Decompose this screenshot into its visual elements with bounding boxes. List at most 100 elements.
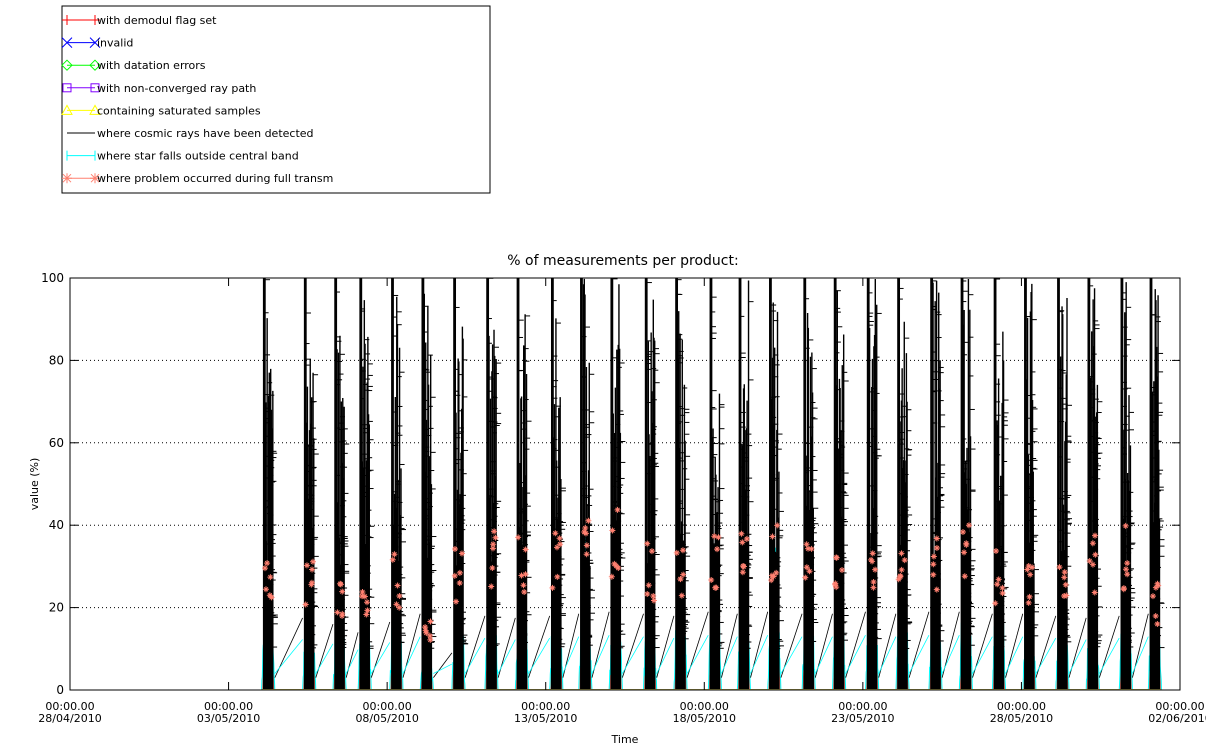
- asterisk-marker: [1026, 593, 1033, 600]
- orbit-group: [302, 278, 334, 691]
- asterisk-marker: [1152, 584, 1159, 591]
- x-tick-time: 00:00.00: [680, 700, 729, 713]
- asterisk-marker: [339, 588, 346, 595]
- asterisk-marker: [359, 593, 366, 600]
- asterisk-marker: [1089, 540, 1096, 547]
- asterisk-marker: [396, 592, 403, 599]
- asterisk-marker: [302, 601, 309, 608]
- data-layer: [261, 277, 1165, 691]
- asterisk-marker: [774, 522, 781, 529]
- asterisk-marker: [995, 576, 1002, 583]
- x-tick-date: 13/05/2010: [514, 712, 577, 725]
- x-tick-time: 00:00.00: [521, 700, 570, 713]
- asterisk-marker: [999, 584, 1006, 591]
- plus-marker: [62, 15, 72, 25]
- diamond-marker: [89, 59, 101, 71]
- asterisk-marker: [1025, 599, 1032, 606]
- asterisk-marker: [1029, 564, 1036, 571]
- legend-item: with non-converged ray path: [62, 82, 256, 95]
- orbit-group: [895, 278, 930, 691]
- asterisk-marker: [583, 551, 590, 558]
- asterisk-marker: [62, 173, 72, 184]
- asterisk-marker: [965, 522, 972, 529]
- asterisk-marker: [961, 549, 968, 556]
- asterisk-marker: [994, 581, 1001, 588]
- asterisk-marker: [838, 567, 845, 574]
- asterisk-marker: [1086, 557, 1093, 564]
- orbit-group: [1085, 278, 1120, 691]
- connector-cyan: [780, 636, 803, 674]
- asterisk-marker: [1061, 569, 1068, 576]
- asterisk-marker: [488, 583, 495, 590]
- asterisk-marker: [552, 530, 559, 537]
- orbit-group: [261, 278, 303, 691]
- legend-label: with non-converged ray path: [97, 82, 256, 95]
- asterisk-marker: [768, 577, 775, 584]
- y-axis: 0 20 40 60 80 100: [41, 271, 1180, 697]
- orbit-group: [1147, 278, 1165, 691]
- orbit-group: [1022, 278, 1057, 691]
- connector-cyan: [941, 635, 960, 674]
- x-tick-date: 23/05/2010: [831, 712, 894, 725]
- orbit-group: [514, 278, 551, 691]
- y-tick-label: 60: [49, 436, 64, 450]
- asterisk-marker: [802, 574, 809, 581]
- asterisk-marker: [803, 541, 810, 548]
- orbit-group: [451, 278, 486, 691]
- asterisk-marker: [677, 576, 684, 583]
- asterisk-marker: [451, 545, 458, 552]
- asterisk-marker: [422, 627, 429, 634]
- orbit-group: [991, 278, 1024, 691]
- asterisk-marker: [933, 545, 940, 552]
- asterisk-marker: [582, 530, 589, 537]
- connector-cyan: [908, 635, 930, 674]
- x-tick-time: 00:00.00: [45, 700, 94, 713]
- connector-line: [345, 632, 359, 678]
- x-tick-date: 03/05/2010: [197, 712, 260, 725]
- triangle-marker: [61, 104, 73, 115]
- asterisk-marker: [518, 572, 525, 579]
- asterisk-marker: [583, 542, 590, 549]
- legend-label: where star falls outside central band: [97, 150, 299, 163]
- y-tick-label: 20: [49, 601, 64, 615]
- orbit-group: [389, 278, 421, 691]
- asterisk-marker: [739, 563, 746, 570]
- asterisk-marker: [456, 580, 463, 587]
- asterisk-marker: [1120, 586, 1127, 593]
- orbit-group: [578, 278, 610, 691]
- legend-label: where problem occurred during full trans…: [97, 172, 333, 185]
- x-tick-date: 02/06/2010: [1148, 712, 1206, 725]
- asterisk-marker: [549, 584, 556, 591]
- asterisk-marker: [1062, 581, 1069, 588]
- asterisk-marker: [1056, 564, 1063, 571]
- asterisk-marker: [678, 592, 685, 599]
- asterisk-marker: [773, 569, 780, 576]
- asterisk-marker: [615, 565, 622, 572]
- plot-frame: [69, 277, 1181, 691]
- x-tick-time: 00:00.00: [1155, 700, 1204, 713]
- asterisk-marker: [930, 553, 937, 560]
- connector-cyan: [1132, 636, 1149, 674]
- x-tick-date: 08/05/2010: [355, 712, 418, 725]
- y-axis-label: value (%): [28, 458, 41, 511]
- orbit-group: [767, 278, 803, 691]
- asterisk-marker: [585, 517, 592, 524]
- connector-cyan: [622, 636, 644, 674]
- orbit-group: [673, 278, 709, 691]
- asterisk-marker: [898, 550, 905, 557]
- x-tick-date: 28/04/2010: [38, 712, 101, 725]
- asterisk-marker: [490, 541, 497, 548]
- diamond-marker: [61, 59, 73, 71]
- asterisk-marker: [1154, 580, 1161, 587]
- legend-label: containing saturated samples: [97, 104, 261, 117]
- asterisk-marker: [489, 545, 496, 552]
- y-tick-label: 80: [49, 353, 64, 367]
- orbit-group: [1055, 278, 1087, 691]
- asterisk-marker: [673, 549, 680, 556]
- y-tick-label: 100: [41, 271, 64, 285]
- plus-marker: [90, 15, 100, 25]
- asterisk-marker: [644, 591, 651, 598]
